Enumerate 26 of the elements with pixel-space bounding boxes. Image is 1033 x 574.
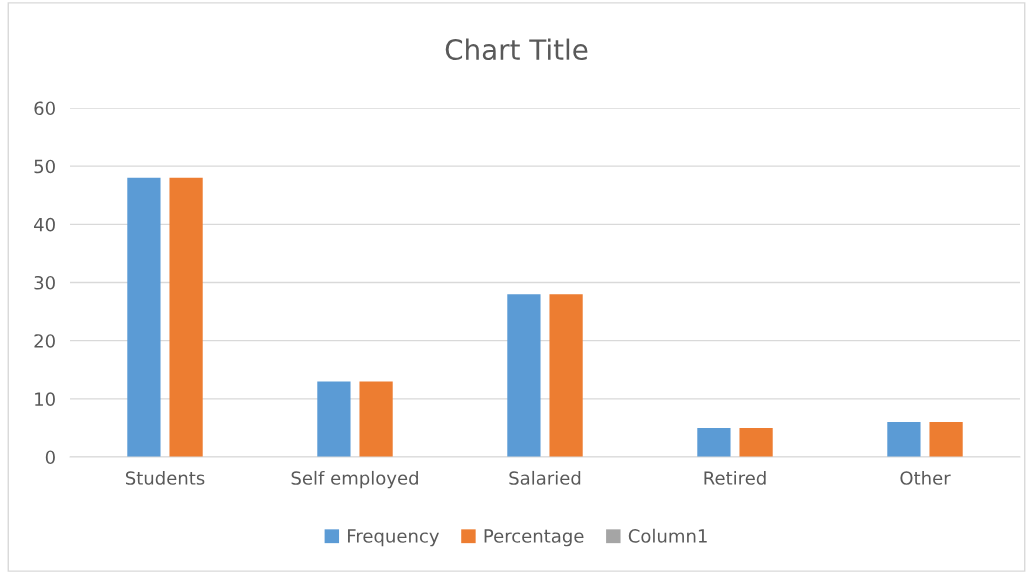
x-tick-label: Students <box>125 470 205 485</box>
bar <box>317 381 351 457</box>
y-tick-label: 10 <box>35 392 55 406</box>
legend-label: Percentage <box>484 529 584 547</box>
bar <box>549 294 583 457</box>
legend-label: Column1 <box>628 528 707 543</box>
bar <box>169 177 203 457</box>
legend-label: Frequency <box>348 529 439 547</box>
x-tick-label: Self employed <box>291 470 418 489</box>
bar <box>887 422 921 457</box>
bar <box>697 427 731 457</box>
chart-title: Chart Title <box>445 38 588 61</box>
bar <box>127 177 161 457</box>
y-tick-label: 0 <box>45 450 55 465</box>
bar <box>359 381 393 457</box>
y-tick-label: 50 <box>34 159 55 174</box>
y-tick-label: 20 <box>34 334 55 348</box>
bar <box>739 427 773 457</box>
y-tick-label: 40 <box>34 217 55 232</box>
x-tick-label: Salaried <box>509 470 581 485</box>
x-tick-label: Retired <box>704 470 766 485</box>
y-tick-label: 30 <box>34 275 55 290</box>
x-tick-label: Other <box>900 470 951 485</box>
y-tick-label: 60 <box>34 101 55 116</box>
bar <box>929 422 963 457</box>
bar <box>507 294 541 457</box>
